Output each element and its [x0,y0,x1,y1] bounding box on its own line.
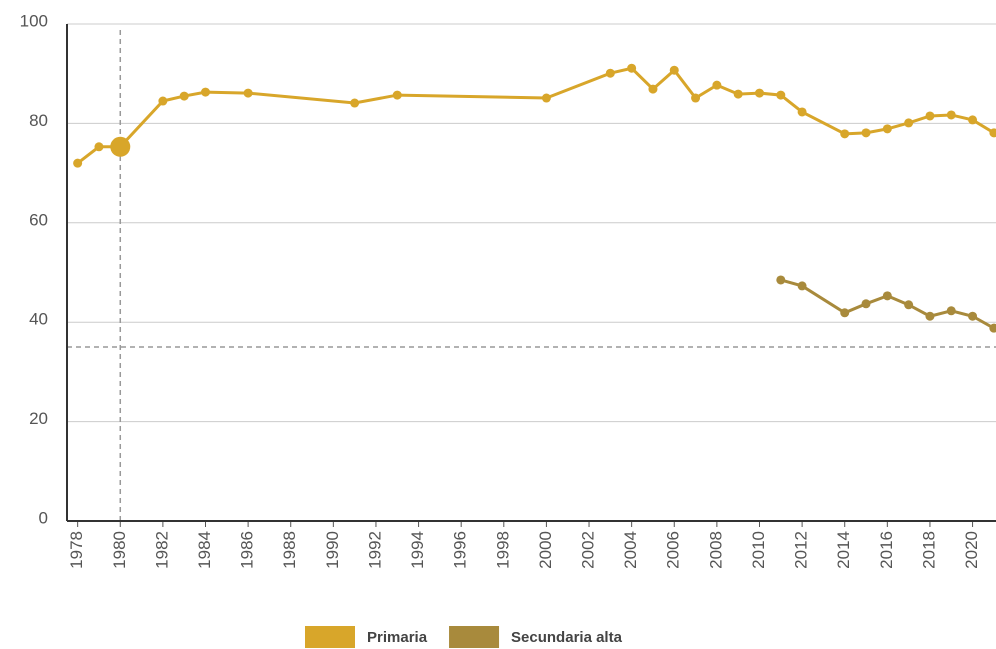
x-tick-label: 2010 [749,531,768,569]
data-point [925,111,935,121]
series-line [76,66,995,165]
data-point [840,129,850,139]
x-tick-label: 2006 [664,531,683,569]
data-point [648,84,658,94]
x-tick-label: 1986 [238,531,257,569]
data-point [882,124,892,134]
x-tick-label: 1990 [323,531,342,569]
data-point [94,142,104,152]
x-tick-label: 1978 [67,531,86,569]
data-point [776,90,786,100]
x-tick-label: 2016 [877,531,896,569]
data-point [350,98,360,108]
data-point [627,63,637,73]
x-tick-label: 1984 [195,531,214,569]
series-line [780,278,995,330]
data-point [882,291,892,301]
data-point [776,275,786,285]
data-point [73,158,83,168]
data-point [712,80,722,90]
y-tick-label: 80 [29,111,48,130]
data-point [200,87,210,97]
legend-label: Secundaria alta [511,629,623,646]
y-tick-label: 100 [20,11,48,30]
x-tick-label: 1992 [365,531,384,569]
x-tick-label: 2000 [536,531,555,569]
data-point [904,118,914,128]
x-tick-label: 2002 [579,531,598,569]
highlight-point [110,136,131,157]
y-tick-label: 60 [29,210,48,229]
data-point [797,281,807,291]
data-point [733,89,743,99]
data-point [946,306,956,316]
x-tick-label: 1982 [152,531,171,569]
x-tick-label: 1998 [493,531,512,569]
y-tick-label: 40 [29,310,48,329]
x-tick-label: 1980 [110,531,129,569]
data-point [861,128,871,138]
data-point [541,93,551,103]
x-tick-label: 2018 [919,531,938,569]
data-point [691,93,701,103]
x-tick-label: 2004 [621,531,640,569]
data-point [669,65,679,75]
data-point [904,300,914,310]
plot-area: 0 20 40 60 80 100 1978 1980 1982 1984 1986 1988 1990… [20,11,996,569]
data-point [946,110,956,120]
data-point [989,323,996,333]
y-tick-label: 20 [29,409,48,428]
legend: Primaria Secundaria alta [305,626,623,648]
data-point [158,96,168,106]
x-tick-label: 1996 [451,531,470,569]
data-point [754,88,764,98]
data-point [797,107,807,117]
data-point [243,88,253,98]
data-point [968,115,978,125]
data-point [989,128,996,138]
data-point [392,90,402,100]
legend-swatch [305,626,355,648]
x-tick-label: 1988 [280,531,299,569]
x-tick-label: 2012 [792,531,811,569]
data-point [861,299,871,309]
legend-label: Primaria [367,629,428,646]
data-point [605,68,615,78]
x-tick-label: 2020 [962,531,981,569]
x-tick-label: 2008 [706,531,725,569]
data-point [925,311,935,321]
y-tick-label: 0 [39,508,48,527]
legend-swatch [449,626,500,648]
data-point [179,91,189,101]
data-point [840,308,850,318]
x-tick-label: 1994 [408,531,427,569]
data-point [968,311,978,321]
x-tick-label: 2014 [834,531,853,569]
